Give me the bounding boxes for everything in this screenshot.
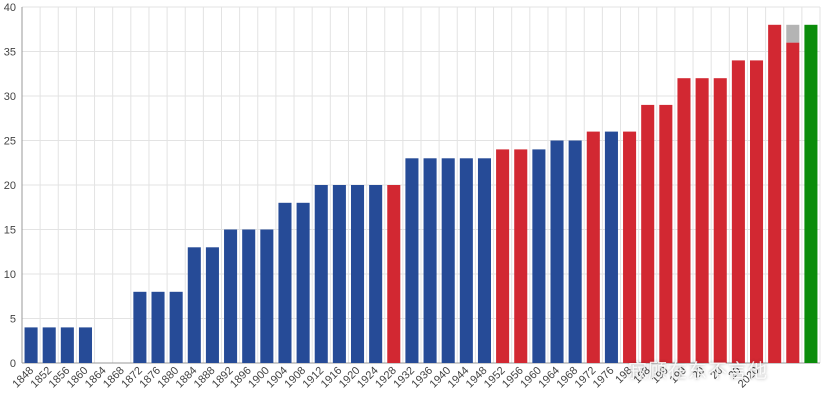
y-tick-label: 35 (4, 47, 16, 59)
y-tick-label: 30 (4, 91, 16, 103)
bar-1948 (477, 158, 492, 363)
bar-1940 (441, 158, 455, 363)
bar-1884 (187, 247, 201, 363)
bar-1980 (623, 131, 637, 363)
bar-1992 (677, 78, 691, 363)
y-tick-label: 15 (4, 225, 16, 237)
bar-1920 (350, 185, 365, 363)
bar-1956 (514, 149, 528, 363)
bar-1912 (314, 185, 328, 363)
bar-1888 (205, 247, 219, 363)
bar-2020 (804, 24, 818, 364)
bar-1896 (242, 229, 256, 363)
bar-1984 (641, 104, 655, 364)
bar-1964 (550, 140, 564, 363)
bar-1944 (459, 158, 473, 363)
bar-1880 (169, 291, 183, 363)
y-tick-label: 40 (4, 2, 16, 14)
bar-1876 (151, 291, 165, 363)
bar-1996 (695, 78, 709, 363)
bar-1968 (568, 140, 582, 363)
bar-1900 (260, 229, 274, 363)
bar-segment-2016 (786, 24, 800, 43)
bar-1872 (133, 291, 147, 363)
bar-2012 (768, 24, 782, 364)
bar-1924 (369, 185, 383, 363)
bar-1960 (532, 149, 546, 363)
y-tick-label: 20 (4, 180, 16, 192)
bar-1932 (405, 158, 419, 363)
bar-1860 (78, 327, 93, 363)
bar-1972 (586, 131, 600, 363)
bar-1892 (224, 229, 238, 363)
bar-1936 (423, 158, 437, 363)
y-tick-label: 5 (10, 314, 16, 326)
bar-2004 (731, 60, 745, 364)
y-tick-label: 0 (10, 358, 16, 370)
bar-2000 (713, 78, 727, 363)
bar-1856 (60, 327, 74, 363)
y-tick-label: 10 (4, 269, 16, 281)
bar-segment-2016 (786, 42, 800, 363)
bar-1988 (659, 104, 673, 364)
bar-1904 (278, 202, 292, 363)
bar-1952 (496, 149, 510, 363)
bar-1916 (332, 185, 346, 363)
bar-1928 (387, 185, 401, 363)
bar-2008 (749, 60, 764, 364)
y-tick-label: 25 (4, 136, 16, 148)
bar-1976 (604, 131, 618, 363)
bar-1848 (24, 327, 38, 363)
bar-1852 (42, 327, 56, 363)
bar-1908 (296, 202, 310, 363)
watermark: 寂顾在东不言他 (628, 360, 769, 382)
